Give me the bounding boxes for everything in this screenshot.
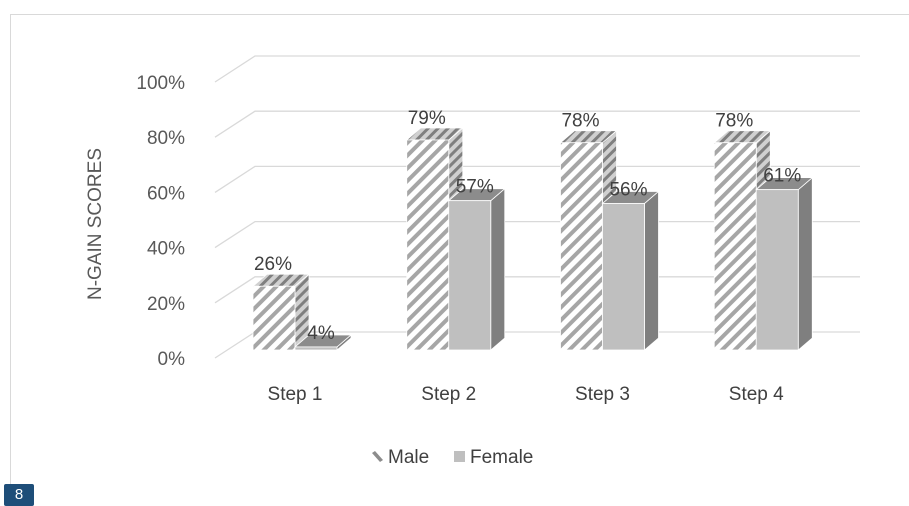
bar-male — [406, 139, 450, 351]
data-label-female: 4% — [307, 323, 335, 344]
y-tick-label: 60% — [147, 183, 185, 204]
legend-swatch-male — [372, 451, 383, 462]
x-axis-categories: Step 1 Step 2 Step 3 Step 4 — [268, 384, 785, 405]
y-axis-ticks: 0% 20% 40% 60% 80% 100% — [136, 73, 185, 370]
data-label-male: 78% — [715, 111, 753, 132]
y-tick-label: 40% — [147, 239, 185, 260]
legend: Male Female — [372, 447, 533, 468]
bar-male — [713, 142, 757, 351]
gridline — [214, 110, 860, 138]
bar-male — [252, 285, 296, 351]
data-label-male: 26% — [254, 254, 292, 275]
chart-frame — [10, 14, 909, 500]
bar-side-female — [797, 176, 813, 351]
bar-female — [448, 200, 492, 351]
data-label-male: 78% — [561, 111, 599, 132]
y-tick-label: 100% — [136, 73, 185, 94]
data-label-female: 56% — [609, 179, 647, 200]
x-category-label: Step 3 — [575, 384, 630, 405]
data-label-female: 61% — [763, 166, 801, 187]
legend-label-male: Male — [388, 447, 429, 468]
x-category-label: Step 1 — [268, 384, 323, 405]
x-category-label: Step 2 — [421, 384, 476, 405]
data-labels: 26% 4% 79% 57% 78% 56% 78% 61% — [254, 108, 801, 344]
y-axis-title: N-GAIN SCORES — [85, 148, 106, 300]
gridline — [214, 165, 860, 193]
data-label-male: 79% — [408, 108, 446, 129]
bar-male — [560, 142, 603, 351]
data-label-female: 57% — [456, 177, 494, 198]
bar-female — [755, 189, 799, 351]
bar-female — [294, 346, 338, 351]
bar-side-female — [490, 187, 506, 351]
legend-label-female: Female — [470, 447, 533, 468]
x-category-label: Step 4 — [729, 384, 784, 405]
bars — [251, 127, 814, 351]
gridline — [214, 55, 860, 83]
y-tick-label: 0% — [158, 349, 186, 370]
page-number-badge: 8 — [4, 484, 34, 506]
y-tick-label: 20% — [147, 294, 185, 315]
y-tick-label: 80% — [147, 128, 185, 149]
legend-swatch-female — [454, 451, 465, 462]
bar-female — [602, 203, 645, 351]
bar-side-female — [644, 190, 659, 351]
